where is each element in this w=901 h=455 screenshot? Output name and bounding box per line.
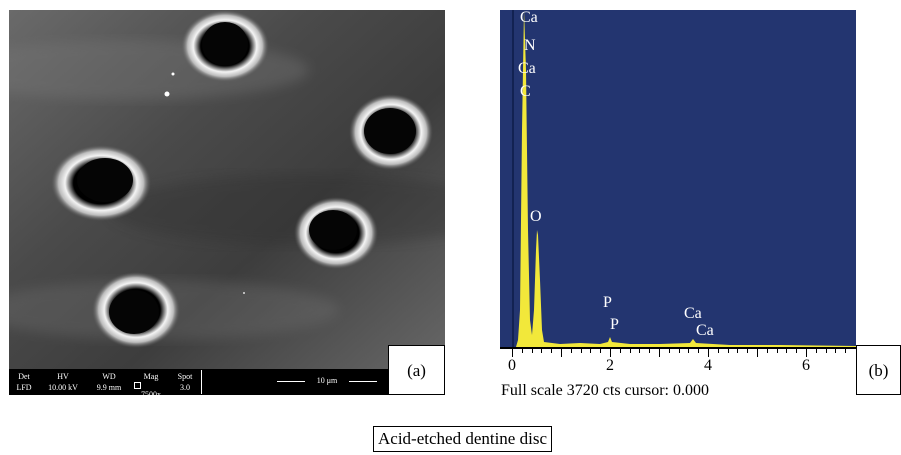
major-tick — [512, 349, 513, 357]
info-value-mag: 7500x — [141, 390, 161, 399]
info-divider — [201, 370, 202, 394]
minor-tick — [531, 349, 533, 353]
peak-label-c: C — [520, 83, 531, 100]
minor-tick — [825, 349, 827, 353]
minor-tick — [835, 349, 837, 353]
tick-label-6: 6 — [802, 357, 810, 374]
peak-label-ca-4: Ca — [696, 322, 714, 339]
minor-tick — [590, 349, 592, 353]
panel-label-a: (a) — [388, 345, 445, 395]
sem-info-bar: Det LFD HV 10.00 kV WD 9.9 mm Mag 7500x … — [9, 369, 397, 399]
info-label-mag: Mag — [133, 371, 169, 389]
minor-tick — [541, 349, 543, 353]
tick-label-4: 4 — [704, 357, 712, 374]
minor-tick — [776, 349, 778, 353]
major-tick — [659, 349, 660, 357]
minor-tick — [796, 349, 798, 353]
tubule-3 — [51, 145, 151, 221]
minor-tick — [551, 349, 553, 353]
peak-label-ca-2: Ca — [518, 60, 536, 77]
sem-micrograph: Det LFD HV 10.00 kV WD 9.9 mm Mag 7500x … — [9, 10, 445, 399]
info-label-spot: Spot — [177, 372, 193, 381]
minor-tick — [815, 349, 817, 353]
edx-spectrum: Ca N Ca C O P P Ca Ca — [500, 10, 856, 347]
peak-label-o: O — [530, 208, 542, 225]
peak-label-p-1: P — [603, 294, 612, 311]
edx-x-axis — [500, 347, 856, 349]
minor-tick — [698, 349, 700, 353]
minor-tick — [580, 349, 582, 353]
minor-tick — [600, 349, 602, 353]
minor-tick — [786, 349, 788, 353]
peak-label-p-2: P — [610, 316, 619, 333]
edx-footer-text: Full scale 3720 cts cursor: 0.000 — [501, 382, 709, 399]
tubule-1 — [181, 10, 269, 82]
peak-label-ca-3: Ca — [684, 305, 702, 322]
minor-tick — [629, 349, 631, 353]
minor-tick — [678, 349, 680, 353]
minor-tick — [570, 349, 572, 353]
peak-label-ca-1: Ca — [520, 10, 538, 26]
major-tick — [610, 349, 611, 357]
minor-tick — [668, 349, 670, 353]
tubule-4 — [294, 197, 378, 269]
minor-tick — [619, 349, 621, 353]
major-tick — [757, 349, 758, 357]
tubule-5 — [92, 272, 180, 348]
info-value-hv: 10.00 kV — [48, 383, 78, 392]
minor-tick — [717, 349, 719, 353]
tick-label-0: 0 — [508, 357, 516, 374]
info-value-spot: 3.0 — [180, 383, 190, 392]
tubule-2 — [349, 94, 433, 170]
info-label-wd: WD — [102, 372, 116, 381]
info-label-det: Det — [18, 372, 30, 381]
minor-tick — [845, 349, 847, 353]
minor-tick — [688, 349, 690, 353]
mag-box-icon — [134, 382, 141, 389]
minor-tick — [737, 349, 739, 353]
minor-tick — [727, 349, 729, 353]
spectrum-plot — [500, 10, 856, 347]
info-value-det: LFD — [16, 383, 32, 392]
minor-tick — [747, 349, 749, 353]
minor-tick — [649, 349, 651, 353]
minor-tick — [766, 349, 768, 353]
info-label-mag-text: Mag — [143, 372, 159, 381]
peak-label-n: N — [524, 37, 536, 54]
major-tick — [806, 349, 807, 357]
minor-tick — [521, 349, 523, 353]
major-tick — [708, 349, 709, 357]
tick-label-2: 2 — [606, 357, 614, 374]
info-value-wd: 9.9 mm — [96, 383, 122, 392]
minor-tick — [639, 349, 641, 353]
info-label-hv: HV — [57, 372, 69, 381]
figure-caption: Acid-etched dentine disc — [373, 426, 552, 452]
sem-image — [9, 10, 445, 395]
panel-label-b: (b) — [856, 345, 901, 395]
major-tick — [561, 349, 562, 357]
scale-bar-label: 10 μm — [305, 375, 349, 386]
